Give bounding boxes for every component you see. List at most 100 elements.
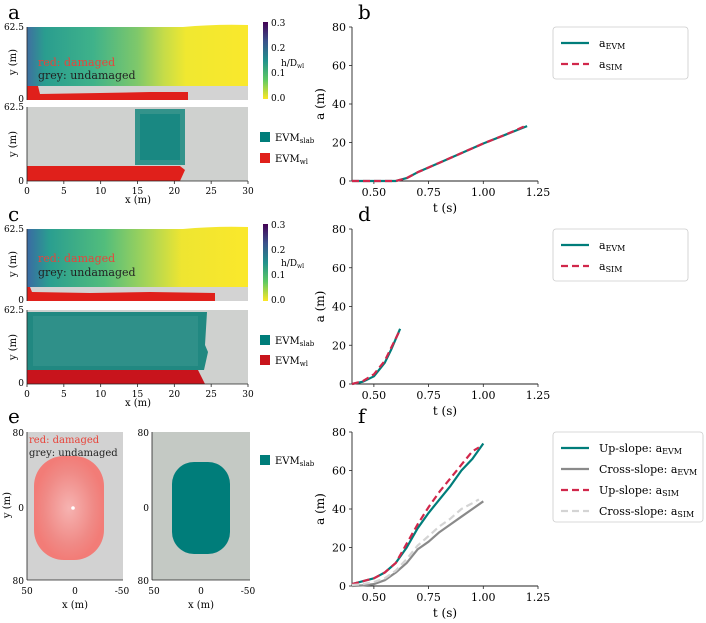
legend-label-1: aSIM — [599, 58, 622, 72]
legend-label-0: aEVM — [599, 239, 625, 253]
x-axis-label: t (s) — [433, 201, 457, 215]
x-tick: 15 — [132, 390, 144, 400]
y-tick-label: 40 — [332, 98, 346, 111]
legend-label-slab: EVM — [275, 336, 300, 347]
x-tick: -50 — [241, 587, 256, 597]
y-tick: 62.5 — [4, 225, 24, 235]
series-line-1 — [352, 124, 528, 183]
x-axis-label: x (m) — [125, 398, 151, 409]
series-line-0 — [351, 328, 402, 386]
y-axis-label: a (m) — [313, 493, 327, 525]
slab-region — [172, 462, 230, 554]
x-tick-label: 0.75 — [416, 389, 441, 402]
chart-f: 0 20 40 60 80 0.50 0.75 1.00 1.25 t (s) a (m) Up-sl… — [313, 426, 704, 620]
colorbar-tick: 0.1 — [271, 69, 285, 79]
y-tick: 80 — [138, 577, 150, 587]
colorbar-tick: 0.3 — [271, 19, 286, 29]
depth-field — [27, 24, 248, 86]
legend-label-1: aSIM — [599, 260, 622, 274]
x-tick: 10 — [95, 390, 107, 400]
y-tick-label: 60 — [332, 465, 346, 478]
damaged-region — [34, 456, 104, 560]
series-line-0 — [352, 125, 528, 183]
legend-box — [552, 228, 689, 282]
wl-strip — [27, 166, 185, 181]
legend-swatch-slab — [260, 335, 270, 345]
x-tick: 0 — [24, 390, 30, 400]
colorbar — [263, 22, 268, 99]
x-axis-label: x (m) — [62, 600, 88, 611]
y-tick: 62.5 — [4, 103, 24, 113]
x-tick: 5 — [61, 187, 67, 197]
y-tick-label: 20 — [332, 542, 346, 555]
x-axis-label: x (m) — [125, 195, 151, 206]
x-tick: 25 — [205, 390, 217, 400]
y-axis-label: a (m) — [313, 291, 327, 323]
x-tick: 0 — [198, 587, 204, 597]
svg-text:EVMslab: EVMslab — [275, 133, 315, 145]
panel-label-e: e — [8, 404, 20, 428]
panel-e-right: 80 0 80 50 0 -50 x (m) EVMslab — [138, 429, 315, 611]
panel-a-top: red: damaged grey: undamaged 62.5 0 y (m… — [4, 19, 304, 105]
legend-label-wl: EVM — [275, 356, 300, 367]
legend-swatch-wl — [260, 153, 270, 163]
y-axis-label: y (m) — [8, 251, 19, 278]
x-tick-label: 1.25 — [526, 389, 551, 402]
legend-label-0: Up-slope: aEVM — [599, 442, 682, 456]
legend-damaged: red: damaged — [29, 435, 100, 446]
y-tick: 0 — [18, 504, 24, 514]
legend-label-slab: EVM — [275, 133, 300, 144]
panel-c-top: red: damaged grey: undamaged 62.5 0 y (m… — [4, 221, 304, 306]
x-tick: 0 — [72, 587, 78, 597]
y-tick: 0 — [18, 379, 24, 389]
y-tick-label: 80 — [332, 21, 346, 34]
y-axis-label: a (m) — [313, 88, 327, 120]
x-tick: 30 — [242, 187, 254, 197]
legend-label-2: Up-slope: aSIM — [599, 484, 679, 498]
y-tick-label: 0 — [339, 378, 346, 391]
y-tick-label: 20 — [332, 339, 346, 352]
legend-sub-wl: wl — [300, 360, 309, 368]
svg-text:h/Dwl: h/Dwl — [281, 59, 304, 70]
legend-sub-wl: wl — [300, 158, 309, 166]
y-tick-label: 0 — [339, 175, 346, 188]
x-axis-label: t (s) — [433, 404, 457, 418]
svg-text:EVMslab: EVMslab — [275, 336, 315, 348]
panel-label-a: a — [8, 0, 20, 24]
legend-swatch-wl — [260, 355, 270, 365]
x-tick: 5 — [61, 390, 67, 400]
colorbar-tick: 0.0 — [271, 94, 286, 104]
series-line-2 — [351, 446, 480, 586]
legend-sub-slab: slab — [300, 137, 315, 145]
y-tick: 0 — [18, 296, 24, 306]
legend-damaged: red: damaged — [38, 252, 115, 265]
x-tick: 15 — [132, 187, 144, 197]
legend-box — [552, 26, 689, 80]
legend-label-wl: EVM — [275, 154, 300, 165]
colorbar-tick: 0.2 — [271, 246, 285, 256]
y-axis-label: y (m) — [8, 334, 19, 361]
y-axis-label: y (m) — [8, 131, 19, 158]
x-tick: 30 — [242, 390, 254, 400]
damaged-strip — [27, 287, 215, 301]
series-line-1 — [351, 500, 484, 588]
x-tick: 50 — [21, 587, 33, 597]
panel-e-left: red: damaged grey: undamaged 80 0 80 y (… — [2, 429, 130, 611]
colorbar-label-sub: wl — [297, 63, 304, 70]
y-tick-label: 40 — [332, 301, 346, 314]
legend-label-slab: EVM — [275, 456, 300, 467]
damaged-strip — [27, 86, 188, 100]
svg-text:EVMwl: EVMwl — [275, 154, 309, 166]
panel-label-c: c — [8, 202, 19, 226]
y-axis-label: y (m) — [2, 492, 13, 519]
panel-label-b: b — [358, 0, 371, 24]
colorbar — [263, 224, 268, 301]
colorbar-tick: 0.0 — [271, 296, 286, 306]
x-tick-label: 1.25 — [526, 591, 551, 604]
x-tick-label: 1.00 — [471, 186, 496, 199]
x-tick: 20 — [169, 390, 181, 400]
panel-c-bottom: 62.5 0 y (m) 0 5 10 15 20 25 30 x (m) EVMslab … — [4, 306, 315, 409]
legend-label-3: Cross-slope: aSIM — [599, 505, 694, 519]
y-tick-label: 80 — [332, 426, 346, 439]
